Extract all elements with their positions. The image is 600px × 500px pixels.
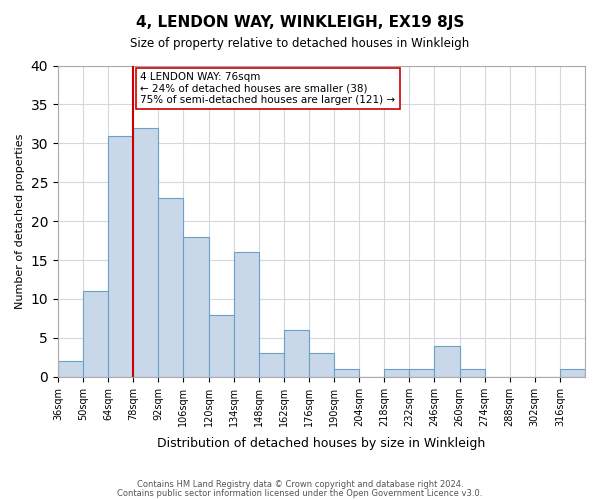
Bar <box>309 354 334 377</box>
Bar <box>158 198 184 377</box>
Bar <box>560 369 585 377</box>
Bar <box>58 361 83 377</box>
Bar <box>259 354 284 377</box>
Bar <box>409 369 434 377</box>
Bar <box>83 291 108 377</box>
Text: Contains public sector information licensed under the Open Government Licence v3: Contains public sector information licen… <box>118 488 482 498</box>
Bar <box>209 314 233 377</box>
Bar <box>384 369 409 377</box>
Bar <box>284 330 309 377</box>
Text: 4 LENDON WAY: 76sqm
← 24% of detached houses are smaller (38)
75% of semi-detach: 4 LENDON WAY: 76sqm ← 24% of detached ho… <box>140 72 395 105</box>
Text: Size of property relative to detached houses in Winkleigh: Size of property relative to detached ho… <box>130 38 470 51</box>
Bar <box>108 136 133 377</box>
Bar <box>334 369 359 377</box>
Y-axis label: Number of detached properties: Number of detached properties <box>15 134 25 309</box>
Bar <box>434 346 460 377</box>
X-axis label: Distribution of detached houses by size in Winkleigh: Distribution of detached houses by size … <box>157 437 485 450</box>
Bar <box>233 252 259 377</box>
Bar <box>184 236 209 377</box>
Bar <box>133 128 158 377</box>
Text: 4, LENDON WAY, WINKLEIGH, EX19 8JS: 4, LENDON WAY, WINKLEIGH, EX19 8JS <box>136 15 464 30</box>
Text: Contains HM Land Registry data © Crown copyright and database right 2024.: Contains HM Land Registry data © Crown c… <box>137 480 463 489</box>
Bar <box>460 369 485 377</box>
